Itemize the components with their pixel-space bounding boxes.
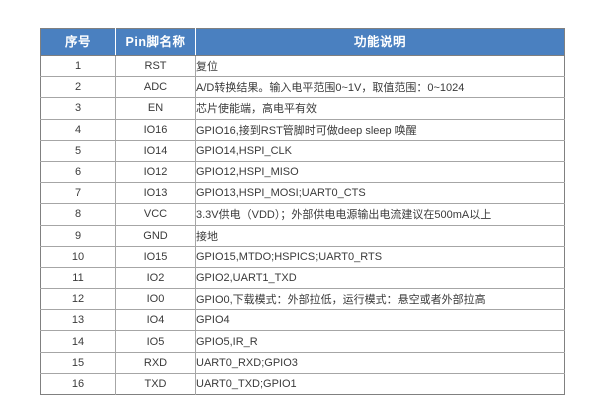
cell-pin-name: ADC xyxy=(115,76,196,99)
cell-pin-name: RXD xyxy=(115,352,196,374)
cell-pin-name: IO4 xyxy=(115,309,196,332)
table-row: 13 IO4 GPIO4 xyxy=(40,309,565,332)
cell-index: 1 xyxy=(40,55,116,78)
cell-function-description: GPIO14,HSPI_CLK xyxy=(195,140,565,162)
cell-index: 13 xyxy=(40,309,116,332)
cell-index: 8 xyxy=(40,203,116,226)
table-row: 8 VCC 3.3V供电（VDD）；外部供电电源输出电流建议在500mA以上 xyxy=(40,203,565,226)
column-header-no: 序号 xyxy=(40,28,116,56)
cell-pin-name: TXD xyxy=(115,373,196,395)
table-row: 15 RXD UART0_RXD;GPIO3 xyxy=(40,352,565,374)
cell-index: 3 xyxy=(40,97,116,120)
cell-index: 6 xyxy=(40,161,116,184)
cell-index: 12 xyxy=(40,288,116,311)
cell-function-description: UART0_RXD;GPIO3 xyxy=(195,352,565,374)
cell-function-description: GPIO5,IR_R xyxy=(195,330,565,353)
table-row: 6 IO12 GPIO12,HSPI_MISO xyxy=(40,161,565,184)
cell-pin-name: IO15 xyxy=(115,246,196,268)
table-row: 10 IO15 GPIO15,MTDO;HSPICS;UART0_RTS xyxy=(40,246,565,268)
table-row: 1 RST 复位 xyxy=(40,55,565,78)
cell-function-description: 芯片使能端，高电平有效 xyxy=(195,97,565,120)
table-row: 7 IO13 GPIO13,HSPI_MOSI;UART0_CTS xyxy=(40,182,565,205)
cell-index: 14 xyxy=(40,330,116,353)
cell-pin-name: IO5 xyxy=(115,330,196,353)
cell-pin-name: GND xyxy=(115,225,196,247)
table-row: 14 IO5 GPIO5,IR_R xyxy=(40,330,565,353)
cell-index: 4 xyxy=(40,119,116,141)
cell-pin-name: IO2 xyxy=(115,267,196,290)
cell-index: 5 xyxy=(40,140,116,162)
cell-index: 10 xyxy=(40,246,116,268)
table-body: 1 RST 复位 2 ADC A/D转换结果。输入电平范围0~1V，取值范围：0~1024… xyxy=(40,55,565,395)
cell-pin-name: IO13 xyxy=(115,182,196,205)
cell-function-description: A/D转换结果。输入电平范围0~1V，取值范围：0~1024 xyxy=(195,76,565,99)
cell-function-description: GPIO4 xyxy=(195,309,565,332)
cell-function-description: 接地 xyxy=(195,225,565,247)
cell-function-description: 3.3V供电（VDD）；外部供电电源输出电流建议在500mA以上 xyxy=(195,203,565,226)
table-row: 4 IO16 GPIO16,接到RST管脚时可做deep sleep 唤醒 xyxy=(40,119,565,141)
table-header: 序号 Pin脚名称 功能说明 xyxy=(40,28,565,56)
pin-definition-table-container: 序号 Pin脚名称 功能说明 1 RST 复位 2 ADC A/D转换结果。输入电平范围0… xyxy=(40,28,565,395)
table-row: 2 ADC A/D转换结果。输入电平范围0~1V，取值范围：0~1024 xyxy=(40,76,565,99)
cell-function-description: GPIO16,接到RST管脚时可做deep sleep 唤醒 xyxy=(195,119,565,141)
table-row: 3 EN 芯片使能端，高电平有效 xyxy=(40,97,565,120)
cell-pin-name: RST xyxy=(115,55,196,78)
column-header-desc: 功能说明 xyxy=(195,28,565,56)
cell-function-description: UART0_TXD;GPIO1 xyxy=(196,377,297,390)
table-row: 9 GND 接地 xyxy=(40,225,565,247)
cell-pin-name: IO16 xyxy=(115,119,196,141)
table-row: 11 IO2 GPIO2,UART1_TXD xyxy=(40,267,565,290)
cell-index: 2 xyxy=(40,76,116,99)
cell-function-description: GPIO12,HSPI_MISO xyxy=(195,161,565,184)
cell-pin-name: IO0 xyxy=(115,288,196,311)
cell-function-description: GPIO15,MTDO;HSPICS;UART0_RTS xyxy=(195,246,565,268)
cell-index: 7 xyxy=(40,182,116,205)
cell-function-description: GPIO0,下载模式：外部拉低，运行模式：悬空或者外部拉高 xyxy=(195,288,565,311)
cell-pin-name: EN xyxy=(115,97,196,120)
table-row: 12 IO0 GPIO0,下载模式：外部拉低，运行模式：悬空或者外部拉高 xyxy=(40,288,565,311)
pin-definition-table: 序号 Pin脚名称 功能说明 1 RST 复位 2 ADC A/D转换结果。输入电平范围0… xyxy=(40,28,565,395)
table-header-row: 序号 Pin脚名称 功能说明 xyxy=(40,28,565,56)
cell-pin-name: IO12 xyxy=(115,161,196,184)
cell-function-description: 复位 xyxy=(195,55,565,78)
cell-index: 9 xyxy=(40,225,116,247)
table-row: 5 IO14 GPIO14,HSPI_CLK xyxy=(40,140,565,162)
cell-index: 11 xyxy=(40,267,116,290)
cell-function-description: GPIO2,UART1_TXD xyxy=(195,267,565,290)
cell-index: 15 xyxy=(40,352,116,374)
cell-function-description: GPIO13,HSPI_MOSI;UART0_CTS xyxy=(195,182,565,205)
table-row: 16 TXD UART0_TXD;GPIO1 xyxy=(40,373,565,395)
column-header-name: Pin脚名称 xyxy=(115,28,196,56)
cell-pin-name: IO14 xyxy=(115,140,196,162)
cell-index: 16 xyxy=(40,373,116,395)
cell-pin-name: VCC xyxy=(115,203,196,226)
